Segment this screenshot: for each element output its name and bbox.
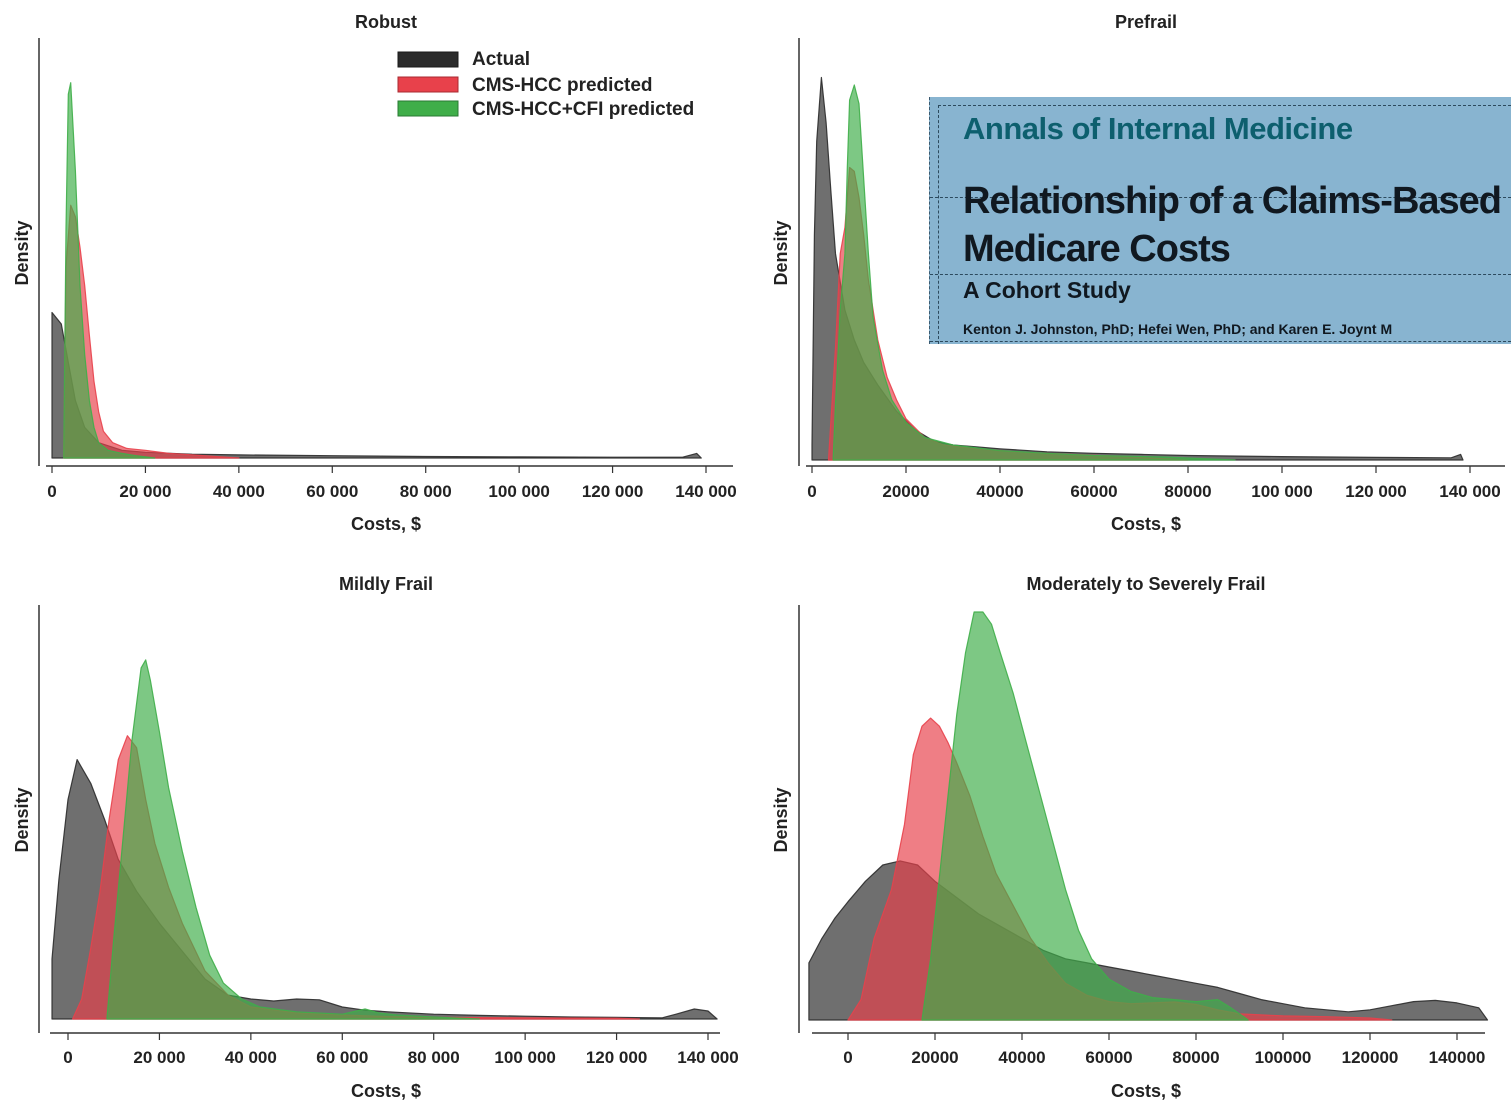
panel-title-moderately-severely-frail: Moderately to Severely Frail — [1026, 574, 1265, 594]
x-tick-label: 100 000 — [1251, 482, 1312, 501]
x-tick-label: 40 000 — [225, 1048, 277, 1067]
x-tick-label: 40000 — [976, 482, 1023, 501]
plot-area-mildly-frail: 0 20 000 40 000 60 000 80 000 100 000 120 000 1… — [38, 605, 739, 1067]
banner-dashed-rule — [930, 341, 1511, 342]
density-area-actual — [51, 311, 702, 459]
paper-title: Relationship of a Claims-Based Frai Medi… — [963, 177, 1511, 273]
x-tick-label: 0 — [843, 1048, 852, 1067]
x-tick-label: 140 000 — [675, 482, 736, 501]
x-tick-label: 80 000 — [400, 482, 452, 501]
panel-title-prefrail: Prefrail — [1115, 12, 1177, 32]
x-tick-label: 60 000 — [306, 482, 358, 501]
x-tick-label: 20 000 — [119, 482, 171, 501]
x-tick-label: 80 000 — [408, 1048, 460, 1067]
x-tick-label: 0 — [807, 482, 816, 501]
x-tick-label: 140 000 — [677, 1048, 738, 1067]
legend-label-cms-hcc-cfi: CMS-HCC+CFI predicted — [472, 99, 694, 120]
y-axis-label-robust: Density — [12, 220, 32, 285]
article-header-banner: Annals of Internal Medicine Relationship… — [929, 97, 1511, 344]
x-axis-label-mildly-frail: Costs, $ — [351, 1081, 421, 1101]
x-axis-label-prefrail: Costs, $ — [1111, 514, 1181, 534]
panel-moderately-severely-frail: Moderately to Severely Frail Density 0 20… — [771, 574, 1489, 1101]
x-axis-label-moderately-severely-frail: Costs, $ — [1111, 1081, 1181, 1101]
legend-swatch-cms-hcc — [397, 76, 459, 93]
paper-title-line-1: Relationship of a Claims-Based Frai — [963, 180, 1511, 222]
legend-swatch-cms-hcc-cfi — [397, 100, 459, 117]
x-tick-label: 120 000 — [586, 1048, 647, 1067]
panel-mildly-frail: Mildly Frail Density 0 20 000 40 000 60 000… — [12, 574, 739, 1101]
legend-swatch-actual — [397, 51, 459, 68]
plot-area-robust: 0 20 000 40 000 60 000 80 000 100 000 120 000 1… — [38, 38, 737, 501]
banner-dashed-rule — [938, 105, 1511, 106]
x-tick-label: 80000 — [1172, 1048, 1219, 1067]
banner-dashed-rule — [930, 197, 1511, 198]
y-axis-label-moderately-severely-frail: Density — [771, 787, 791, 852]
legend: Actual CMS-HCC predicted CMS-HCC+CFI pre… — [397, 49, 694, 120]
density-area-cms-hcc-cfi-predicted — [63, 82, 156, 459]
banner-dashed-rule-vertical — [938, 105, 939, 344]
panel-prefrail: Prefrail Density 0 20000 40000 60000 80000 10… — [771, 12, 1505, 534]
x-tick-label: 120 000 — [582, 482, 643, 501]
x-axis-label-robust: Costs, $ — [351, 514, 421, 534]
paper-authors: Kenton J. Johnston, PhD; Hefei Wen, PhD;… — [963, 321, 1393, 337]
banner-dashed-rule — [930, 274, 1511, 275]
x-tick-label: 20000 — [882, 482, 929, 501]
panel-robust: Robust Density 0 20 000 40 000 60 000 80 000… — [12, 12, 737, 534]
plot-area-moderately-severely-frail: 0 20000 40000 60000 80000 100000 120000 140000 — [798, 605, 1489, 1067]
y-axis-label-prefrail: Density — [771, 220, 791, 285]
plot-area-prefrail: 0 20000 40000 60000 80000 100 000 120 000 140 0… — [798, 38, 1505, 501]
x-tick-label: 80000 — [1164, 482, 1211, 501]
x-tick-label: 40 000 — [213, 482, 265, 501]
legend-label-cms-hcc: CMS-HCC predicted — [472, 75, 653, 96]
x-tick-label: 100000 — [1255, 1048, 1312, 1067]
panel-title-mildly-frail: Mildly Frail — [339, 574, 433, 594]
x-tick-label: 140 000 — [1439, 482, 1500, 501]
x-tick-label: 0 — [63, 1048, 72, 1067]
x-tick-label: 100 000 — [494, 1048, 555, 1067]
x-tick-label: 60000 — [1070, 482, 1117, 501]
x-tick-label: 0 — [47, 482, 56, 501]
paper-title-line-2: Medicare Costs — [963, 228, 1231, 270]
x-tick-label: 60 000 — [316, 1048, 368, 1067]
x-tick-label: 40000 — [998, 1048, 1045, 1067]
x-tick-label: 20 000 — [133, 1048, 185, 1067]
x-tick-label: 60000 — [1085, 1048, 1132, 1067]
x-tick-label: 120 000 — [1345, 482, 1406, 501]
x-tick-label: 100 000 — [488, 482, 549, 501]
paper-subtitle: A Cohort Study — [963, 277, 1131, 303]
density-area-cms-hcc-cfi-predicted — [921, 611, 1249, 1021]
y-axis-label-mildly-frail: Density — [12, 787, 32, 852]
x-tick-label: 140000 — [1429, 1048, 1486, 1067]
journal-name: Annals of Internal Medicine — [963, 111, 1353, 146]
x-tick-label: 20000 — [911, 1048, 958, 1067]
density-area-cms-hcc-cfi-predicted — [106, 659, 480, 1020]
legend-label-actual: Actual — [472, 49, 530, 70]
x-tick-label: 120000 — [1342, 1048, 1399, 1067]
panel-title-robust: Robust — [355, 12, 417, 32]
density-area-cms-hcc-cfi-predicted — [832, 84, 1236, 461]
